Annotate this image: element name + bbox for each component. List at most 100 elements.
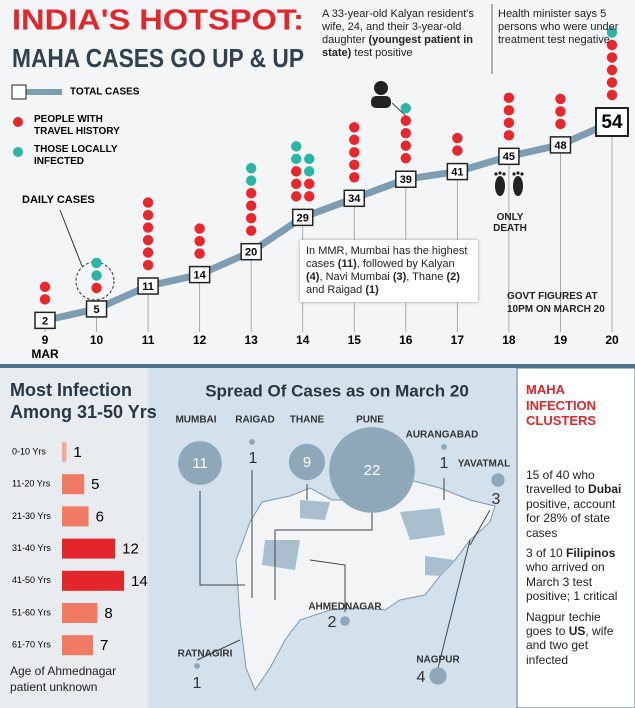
legend-label: TOTAL CASES	[70, 87, 140, 98]
value-label: 48	[554, 140, 566, 152]
legend-label-box: PEOPLE WITH TRAVEL HISTORY	[34, 114, 120, 137]
city-label: THANE	[290, 415, 325, 426]
value-box	[395, 170, 417, 188]
value-label: 2	[42, 315, 48, 327]
case-dot	[291, 153, 302, 165]
case-dot	[245, 188, 257, 199]
dot-group	[555, 93, 566, 130]
x-tick-label: 19	[554, 333, 568, 347]
bar-value-label: 14	[131, 573, 148, 590]
case-dot	[606, 52, 618, 63]
title: INDIA'S HOTSPOT:	[12, 5, 304, 37]
category-label: 41-50 Yrs	[12, 575, 51, 585]
category-label: 0-10 Yrs	[12, 446, 46, 456]
text: A 33-year-old Kalyan resident's wife, 24…	[322, 8, 474, 46]
bubble	[441, 444, 447, 450]
text: who arrived on March 3 test positive; 1 …	[526, 560, 618, 604]
case-dot	[606, 89, 618, 101]
value-label: 29	[297, 212, 309, 224]
highlight-circle	[75, 261, 115, 301]
bubble-value-label: 1	[193, 675, 202, 692]
age-title-line: Among 31-50 Yrs	[10, 401, 157, 422]
dot-group	[400, 115, 412, 164]
city-label: MUMBAI	[175, 415, 216, 426]
bubble-value-label: 9	[303, 454, 311, 471]
value-box	[137, 277, 159, 295]
city-label: AHMEDNAGAR	[308, 602, 382, 613]
case-dot	[142, 247, 154, 258]
bar	[62, 474, 85, 495]
separator	[0, 364, 635, 368]
bold-text: (2)	[446, 270, 460, 283]
legend-box	[11, 84, 27, 100]
legend-label-box: THOSE LOCALLY INFECTED	[34, 144, 118, 167]
text: Health minister says 5 persons who were …	[498, 8, 619, 46]
bar-value-label: 5	[91, 476, 99, 493]
case-dot	[503, 117, 515, 129]
bar-value-label: 7	[100, 637, 108, 654]
bubble	[178, 441, 222, 485]
clusters-title: MAHA INFECTION CLUSTERS	[526, 382, 597, 429]
dot-group	[606, 27, 618, 38]
bubble	[429, 667, 447, 685]
case-dot	[304, 178, 315, 190]
dot-group	[91, 257, 102, 281]
clusters-panel	[516, 367, 635, 708]
bold-text: Dubai	[588, 482, 622, 497]
value-box	[343, 189, 366, 208]
value-label: 11	[142, 281, 154, 293]
bold-text: (3)	[392, 270, 407, 283]
dot-group	[291, 166, 315, 202]
city-label: RAIGAD	[235, 415, 274, 426]
case-dot	[142, 222, 154, 233]
dot-group	[291, 141, 315, 177]
x-tick-label: 14	[296, 333, 310, 347]
footprints-icon	[494, 171, 524, 196]
bar	[62, 506, 89, 527]
case-dot	[291, 141, 302, 152]
bar	[62, 570, 124, 591]
value-box	[85, 300, 108, 318]
text: and Raigad	[306, 283, 366, 296]
bar-value-label: 6	[96, 508, 104, 525]
bar	[62, 603, 98, 623]
case-dot	[400, 103, 412, 114]
case-dot	[555, 93, 566, 105]
case-dot	[400, 153, 412, 164]
city-label: YAVATMAL	[458, 459, 510, 470]
case-dot	[452, 145, 463, 156]
city-label: NAGPUR	[416, 655, 460, 666]
daily-label: DAILY CASES	[22, 194, 95, 206]
cluster-item: 3 of 10 Filipinos who arrived on March 3…	[526, 546, 628, 604]
value-box	[291, 208, 314, 227]
bold-text: (1)	[365, 283, 379, 296]
category-label: 51-60 Yrs	[12, 607, 51, 617]
case-dot	[452, 132, 463, 144]
case-dot	[503, 105, 515, 116]
text: , followed by Kalyan	[356, 257, 455, 270]
clusters-list: 15 of 40 who travelled to Dubai positive…	[526, 468, 628, 673]
case-dot	[245, 225, 257, 236]
death-label: ONLY DEATH	[493, 212, 527, 234]
case-dot	[245, 175, 257, 186]
bubble	[329, 427, 415, 513]
case-dot	[91, 257, 102, 269]
value-box	[446, 162, 469, 181]
dot-group	[39, 281, 51, 305]
case-dot	[503, 130, 515, 141]
legend-label: THOSE LOCALLY INFECTED	[34, 144, 118, 167]
value-box	[240, 242, 262, 261]
text: Nagpur techie goes to	[526, 609, 601, 638]
cluster-item: 15 of 40 who travelled to Dubai positive…	[526, 468, 628, 540]
case-dot	[400, 115, 412, 126]
case-dot	[142, 234, 154, 246]
bold-text: Filipinos	[566, 545, 616, 560]
category-label: 11-20 Yrs	[12, 479, 51, 489]
case-dot	[606, 77, 618, 88]
bar-value-label: 1	[73, 444, 81, 461]
dot-group	[503, 92, 515, 141]
case-dot	[606, 64, 618, 76]
pointer	[59, 209, 83, 267]
x-tick-label: 10	[90, 333, 104, 347]
